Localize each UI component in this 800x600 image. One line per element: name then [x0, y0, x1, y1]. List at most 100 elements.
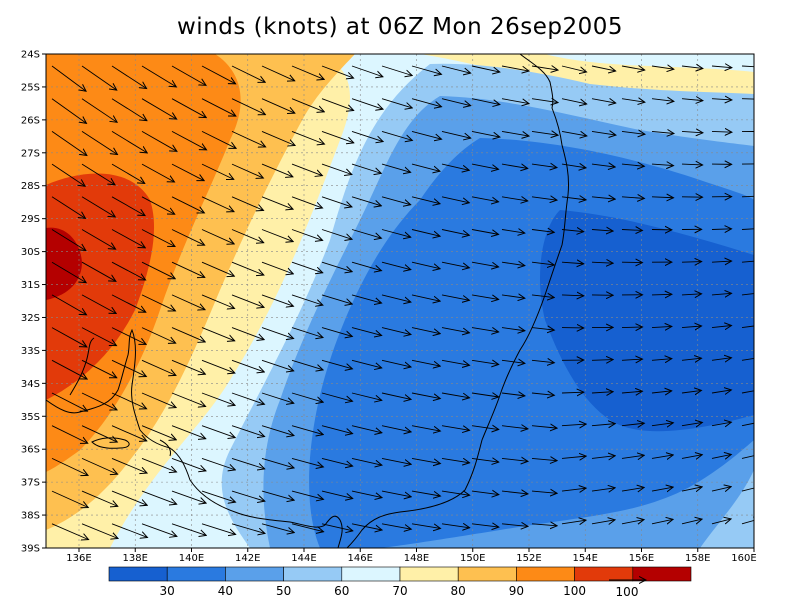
- wind-vector: [171, 131, 207, 149]
- wind-vector: [561, 295, 584, 296]
- wind-vector: [141, 131, 177, 151]
- wind-vector: [81, 457, 118, 474]
- colorbar-swatch: [283, 566, 343, 582]
- wind-vector: [531, 458, 557, 460]
- wind-vector: [51, 229, 86, 251]
- wind-vector: [51, 327, 87, 347]
- wind-vector: [321, 261, 352, 271]
- wind-vector: [711, 229, 732, 230]
- wind-vector: [291, 392, 323, 402]
- wind-vector: [171, 523, 206, 536]
- wind-vector: [291, 98, 324, 112]
- wind-vector: [441, 524, 470, 528]
- wind-vector: [381, 261, 411, 269]
- wind-vector: [501, 262, 525, 265]
- wind-vector: [741, 65, 754, 68]
- coastline-kangaroo-island: [91, 437, 130, 449]
- wind-vector: [561, 131, 587, 136]
- wind-vector: [652, 551, 673, 556]
- wind-vector: [171, 163, 204, 181]
- wind-vector: [471, 196, 499, 202]
- lon-label: 156E: [629, 553, 654, 564]
- wind-vector: [231, 523, 265, 534]
- wind-vector: [531, 360, 554, 362]
- wind-vector: [411, 490, 440, 496]
- wind-vector: [261, 196, 293, 209]
- wind-vector: [171, 229, 205, 246]
- wind-vector: [291, 523, 324, 532]
- wind-vector: [531, 66, 558, 70]
- lat-label: 29S: [21, 214, 40, 225]
- colorbar-label: 100: [563, 584, 586, 598]
- wind-vector: [81, 294, 116, 314]
- wind-vector: [501, 328, 525, 331]
- wind-vector: [681, 294, 702, 295]
- wind-vector: [81, 523, 118, 539]
- graticule: [46, 54, 754, 548]
- wind-vector: [51, 457, 88, 475]
- wind-vector: [171, 327, 205, 342]
- colorbar-label: 50: [276, 584, 291, 598]
- wind-vector: [321, 392, 352, 401]
- wind-vector: [651, 326, 672, 327]
- wind-vector: [561, 98, 587, 104]
- wind-vector: [111, 163, 145, 183]
- lat-label: 24S: [21, 50, 40, 61]
- wind-vector: [621, 131, 645, 134]
- vector-reference: 100: [609, 580, 646, 599]
- wind-vector: [651, 294, 672, 295]
- wind-vector: [381, 327, 411, 335]
- wind-vector: [321, 163, 352, 174]
- wind-vector: [711, 293, 732, 295]
- wind-vector: [321, 130, 354, 142]
- lat-label: 38S: [21, 511, 40, 522]
- wind-vector: [741, 98, 754, 100]
- wind-vector: [201, 457, 235, 469]
- colorbar-label: 90: [509, 584, 524, 598]
- colorbar-label: 30: [160, 584, 175, 598]
- wind-vector: [411, 392, 440, 399]
- wind-vector: [231, 425, 265, 437]
- wind-vector: [621, 327, 642, 328]
- wind-vector: [471, 524, 499, 527]
- wind-vector: [381, 65, 412, 76]
- wind-vector: [261, 98, 295, 113]
- lon-label: 160E: [731, 553, 756, 564]
- wind-vector: [291, 490, 323, 499]
- wind-vector: [231, 457, 265, 468]
- lat-label: 39S: [21, 544, 40, 555]
- wind-vector: [111, 131, 147, 152]
- wind-vector: [141, 359, 176, 375]
- wind-vector: [291, 130, 324, 144]
- wind-vector: [261, 359, 294, 371]
- wind-vector: [351, 425, 382, 433]
- wind-vector: [201, 65, 236, 84]
- lon-label: 142E: [235, 553, 260, 564]
- wind-vector: [321, 457, 353, 466]
- wind-vector: [171, 490, 206, 503]
- wind-vector: [501, 164, 528, 168]
- wind-vector: [171, 457, 206, 471]
- wind-vector: [231, 98, 265, 115]
- wind-vector: [81, 490, 118, 506]
- wind-vector: [741, 260, 754, 263]
- wind-vector: [741, 195, 754, 198]
- wind-vector: [81, 229, 116, 250]
- wind-vector: [321, 490, 353, 498]
- wind-vector: [441, 294, 469, 300]
- lat-label: 26S: [21, 115, 40, 126]
- wind-vector: [621, 164, 644, 166]
- wind-vector: [261, 163, 293, 177]
- wind-vector: [621, 423, 644, 425]
- lon-label: 148E: [404, 553, 429, 564]
- wind-vector: [291, 229, 323, 241]
- lon-label: 140E: [179, 553, 204, 564]
- wind-vector: [471, 295, 499, 300]
- wind-vector: [621, 230, 642, 231]
- wind-vector: [262, 557, 294, 565]
- wind-vector: [261, 294, 293, 306]
- wind-vector: [501, 230, 525, 234]
- wind-vector: [501, 197, 528, 201]
- wind-vector: [681, 422, 702, 425]
- wind-vector: [651, 99, 674, 102]
